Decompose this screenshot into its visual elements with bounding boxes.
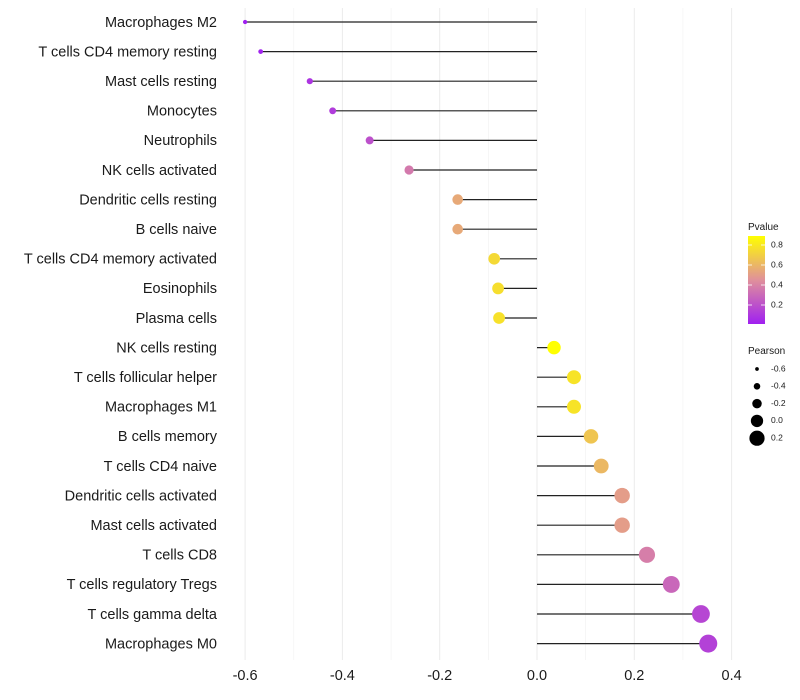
point bbox=[699, 634, 718, 653]
pvalue-colorbar bbox=[748, 236, 765, 324]
y-tick-label: Dendritic cells resting bbox=[79, 192, 217, 208]
point bbox=[492, 282, 504, 295]
colorbar-label: 0.2 bbox=[771, 299, 783, 309]
y-tick-label: T cells CD4 naive bbox=[104, 459, 217, 475]
size-legend-label: -0.4 bbox=[771, 381, 786, 391]
point bbox=[452, 223, 463, 235]
point bbox=[583, 429, 599, 444]
point bbox=[242, 19, 248, 25]
pvalue-legend-title: Pvalue bbox=[748, 222, 779, 233]
points bbox=[242, 19, 718, 653]
y-tick-label: B cells naive bbox=[136, 222, 217, 238]
x-axis-labels: -0.6 -0.4 -0.2 0.0 0.2 0.4 bbox=[233, 668, 742, 684]
y-tick-label: Dendritic cells activated bbox=[65, 488, 217, 504]
y-tick-label: Eosinophils bbox=[143, 281, 217, 297]
grid-lines bbox=[244, 8, 733, 660]
point bbox=[547, 340, 561, 355]
point bbox=[638, 546, 656, 563]
point bbox=[404, 165, 414, 175]
size-legend-point bbox=[752, 398, 762, 409]
point bbox=[566, 399, 581, 414]
stems bbox=[245, 21, 709, 645]
point bbox=[692, 605, 710, 623]
y-tick-label: Macrophages M1 bbox=[105, 400, 217, 416]
point bbox=[614, 487, 630, 504]
size-legend-label: -0.6 bbox=[771, 363, 786, 373]
y-axis-labels: Macrophages M2 T cells CD4 memory resting… bbox=[24, 15, 218, 653]
y-tick-label: Neutrophils bbox=[144, 133, 217, 149]
size-legend-point bbox=[755, 367, 759, 371]
colorbar-label: 0.6 bbox=[771, 259, 783, 269]
point bbox=[329, 107, 337, 115]
x-tick-label: -0.4 bbox=[330, 668, 355, 684]
y-tick-label: NK cells activated bbox=[102, 163, 217, 179]
point bbox=[306, 78, 313, 85]
point bbox=[566, 370, 581, 385]
point bbox=[593, 458, 609, 474]
x-tick-label: 0.0 bbox=[527, 668, 547, 684]
size-legend-point bbox=[750, 414, 764, 428]
colorbar-label: 0.8 bbox=[771, 239, 783, 249]
y-tick-label: Monocytes bbox=[147, 104, 217, 120]
point bbox=[365, 136, 374, 145]
x-tick-label: 0.2 bbox=[624, 668, 644, 684]
y-tick-label: Macrophages M2 bbox=[105, 15, 217, 31]
size-legend-point bbox=[753, 383, 761, 390]
y-tick-label: T cells CD4 memory activated bbox=[24, 252, 217, 268]
pearson-legend: Pearson -0.6 -0.4 -0.2 0.0 0.2 bbox=[748, 346, 786, 446]
x-tick-label: 0.4 bbox=[722, 668, 742, 684]
y-tick-label: Mast cells resting bbox=[105, 74, 217, 90]
y-tick-label: B cells memory bbox=[118, 429, 218, 445]
point bbox=[452, 194, 463, 205]
size-legend-label: -0.2 bbox=[771, 398, 786, 408]
y-tick-label: NK cells resting bbox=[116, 340, 217, 356]
point bbox=[614, 517, 630, 533]
y-tick-label: Plasma cells bbox=[136, 311, 217, 327]
size-legend-point bbox=[749, 430, 765, 446]
pearson-legend-title: Pearson bbox=[748, 346, 785, 357]
point bbox=[493, 312, 505, 324]
y-tick-label: Macrophages M0 bbox=[105, 636, 217, 652]
point bbox=[662, 575, 680, 593]
point bbox=[488, 252, 501, 265]
pvalue-legend: Pvalue 0.8 0.6 0.4 0.2 bbox=[748, 222, 783, 324]
y-tick-label: T cells gamma delta bbox=[88, 607, 218, 623]
y-tick-label: T cells CD8 bbox=[142, 548, 217, 564]
y-tick-label: Mast cells activated bbox=[90, 518, 217, 534]
y-tick-label: T cells follicular helper bbox=[74, 370, 217, 386]
y-tick-label: T cells CD4 memory resting bbox=[38, 44, 217, 60]
colorbar-label: 0.4 bbox=[771, 279, 783, 289]
size-legend-label: 0.2 bbox=[771, 432, 783, 442]
y-tick-label: T cells regulatory Tregs bbox=[67, 577, 217, 593]
x-tick-label: -0.6 bbox=[233, 668, 258, 684]
size-legend-label: 0.0 bbox=[771, 415, 783, 425]
point bbox=[258, 49, 264, 54]
x-tick-label: -0.2 bbox=[427, 668, 452, 684]
